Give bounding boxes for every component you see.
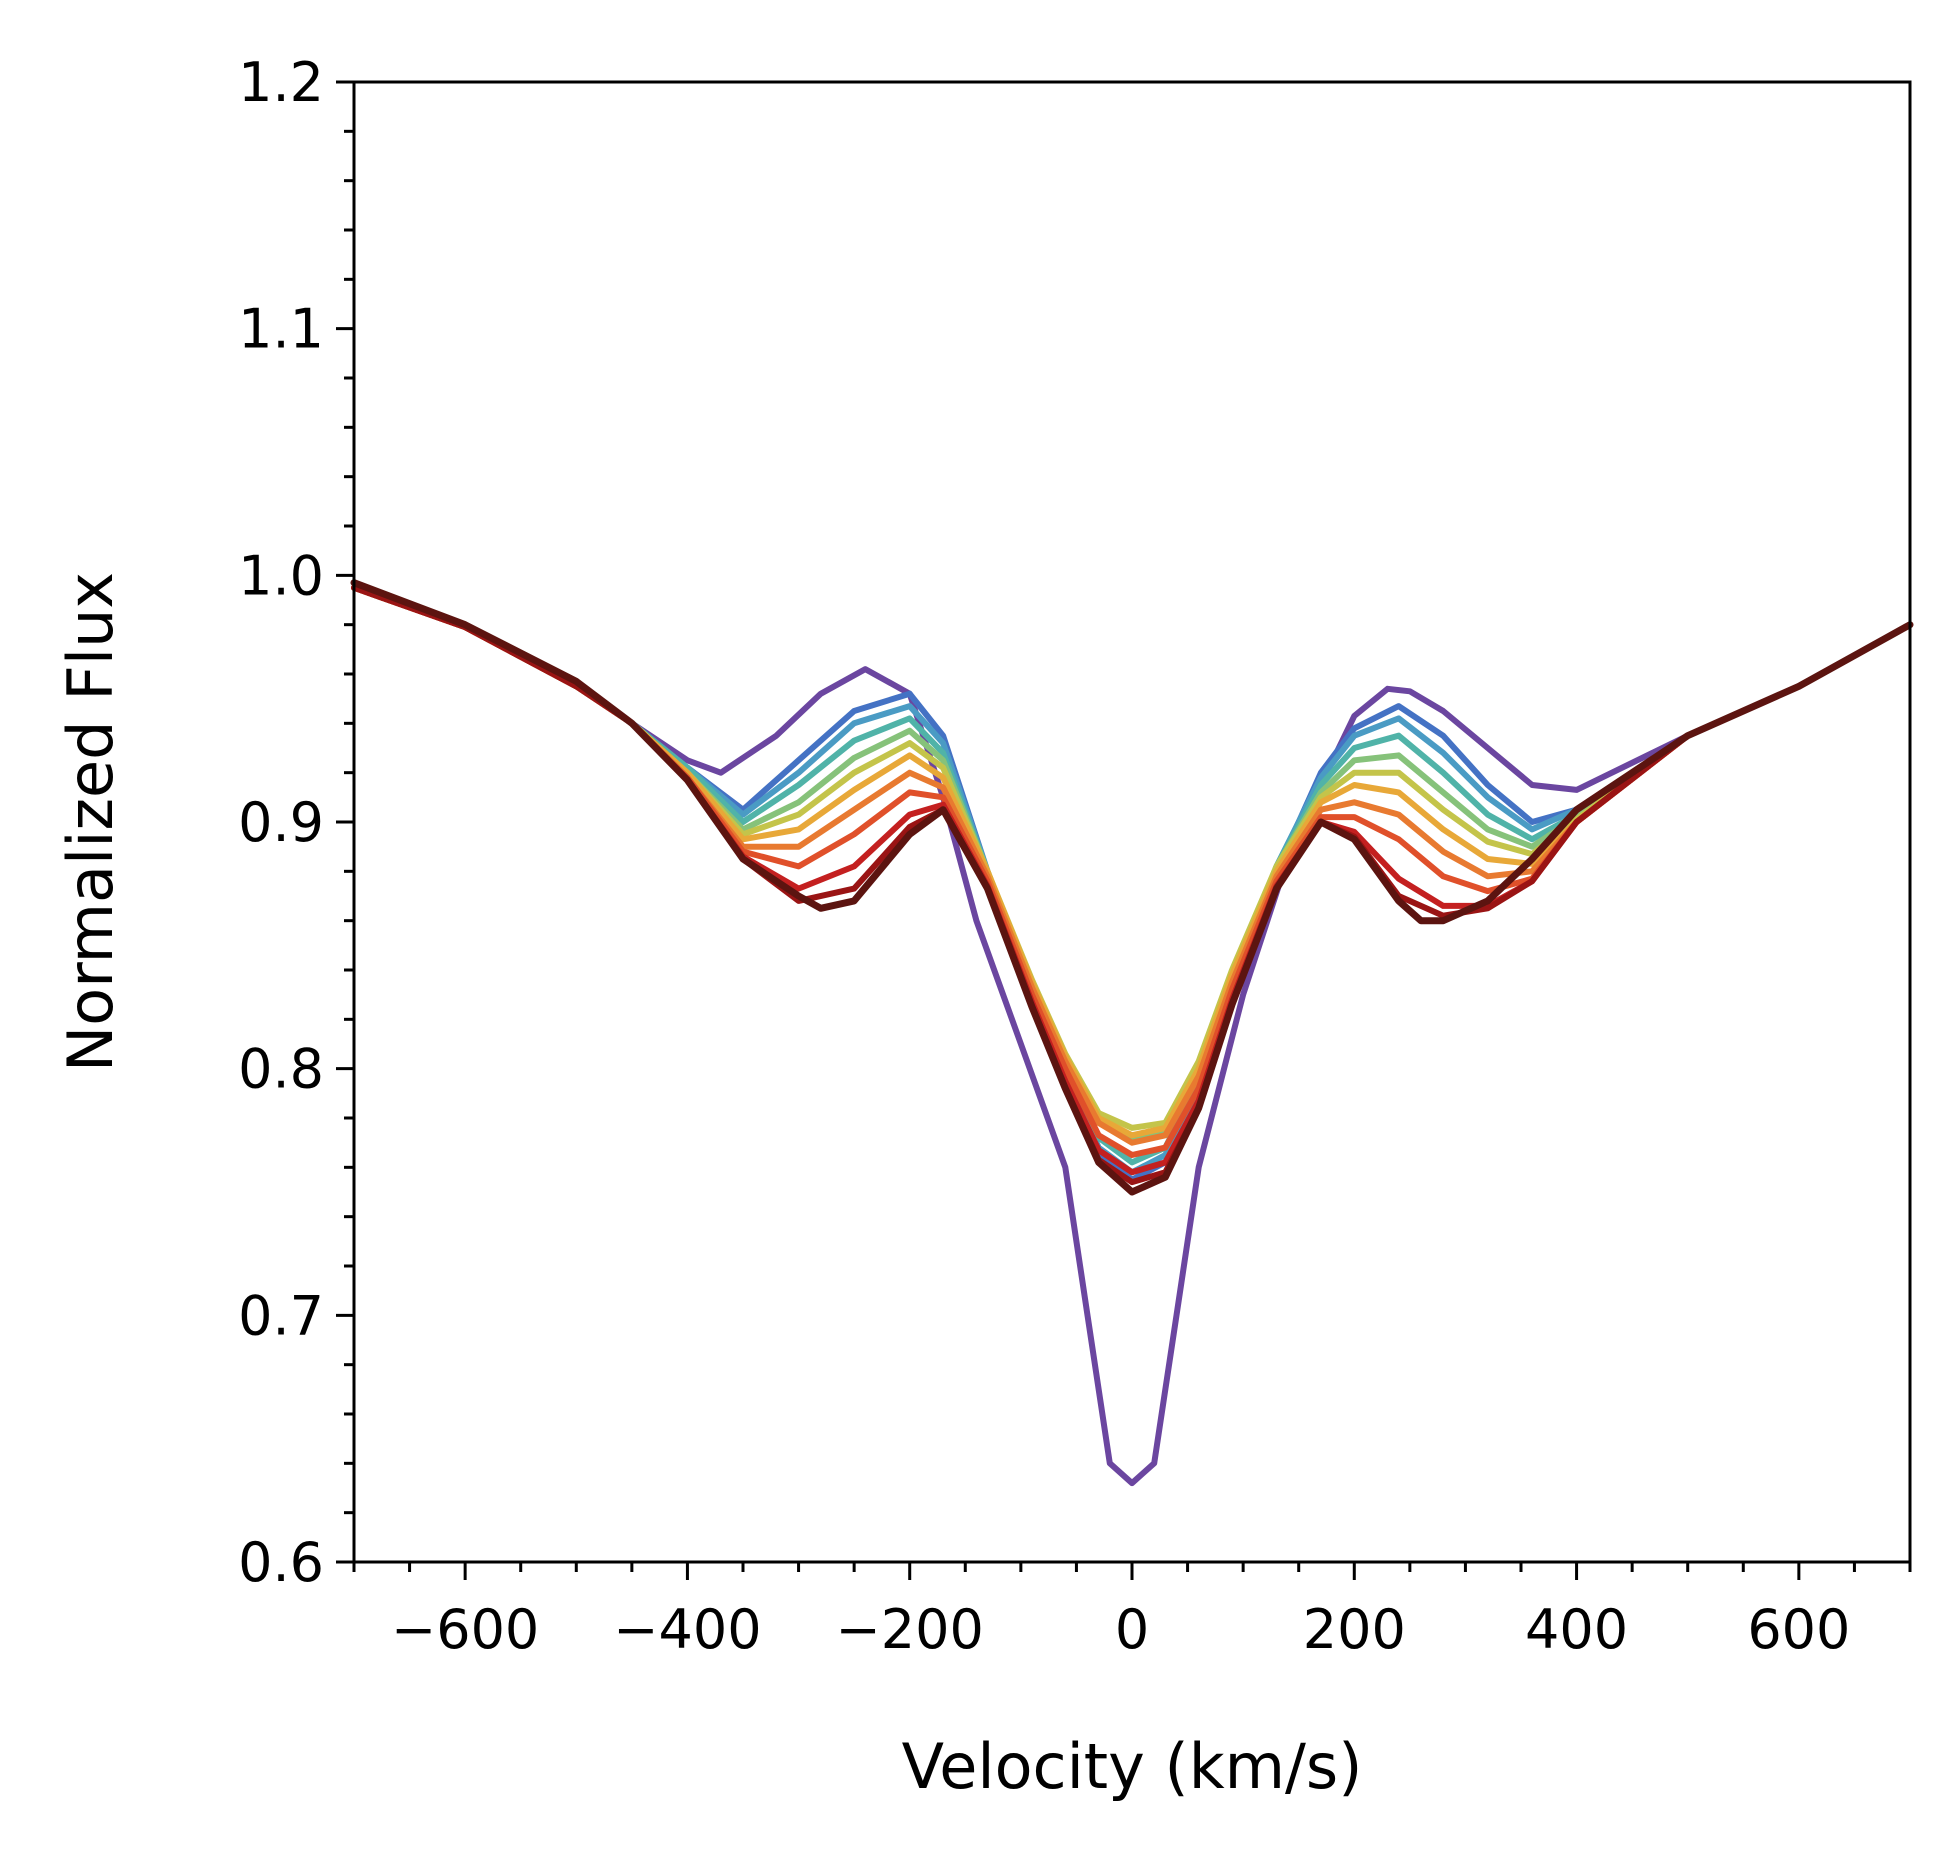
ticks-layer: −600 −400 −200 0 200 400 600 0.6 0.7 0.8 0.9 1.0 1.1… <box>238 51 1912 1661</box>
y-tick-label: 0.6 <box>238 1531 324 1594</box>
x-tick-label: 400 <box>1525 1598 1628 1661</box>
x-tick-label: −400 <box>613 1598 761 1661</box>
series-line-1 <box>351 584 1913 1487</box>
y-tick-label: 0.9 <box>238 791 324 854</box>
x-tick-label: 0 <box>1115 1598 1149 1661</box>
x-tick-label: 200 <box>1303 1598 1406 1661</box>
y-tick-label: 1.0 <box>238 544 324 607</box>
series-line-10 <box>351 584 1913 1176</box>
series-line-9 <box>351 584 1913 1158</box>
y-tick-label: 0.7 <box>238 1284 324 1347</box>
series-line-7 <box>351 584 1913 1139</box>
series-line-8 <box>351 584 1913 1146</box>
y-tick-label: 1.1 <box>238 298 324 361</box>
series-line-5 <box>351 584 1913 1141</box>
y-tick-label: 1.2 <box>238 51 324 114</box>
y-tick-label: 0.8 <box>238 1038 324 1101</box>
series-line-6 <box>351 584 1913 1131</box>
x-tick-label: −200 <box>836 1598 984 1661</box>
series-layer <box>350 579 1914 1487</box>
series-line-2 <box>351 584 1913 1183</box>
x-tick-label: 600 <box>1747 1598 1850 1661</box>
series-line-12 <box>350 579 1914 1196</box>
x-tick-label: −600 <box>391 1598 539 1661</box>
plot-frame <box>352 80 1912 1564</box>
y-axis-label: Normalized Flux <box>54 572 127 1072</box>
x-axis-label: Velocity (km/s) <box>902 1730 1363 1803</box>
series-line-11 <box>351 584 1913 1186</box>
series-line-3 <box>351 584 1913 1176</box>
series-line-4 <box>351 584 1913 1166</box>
